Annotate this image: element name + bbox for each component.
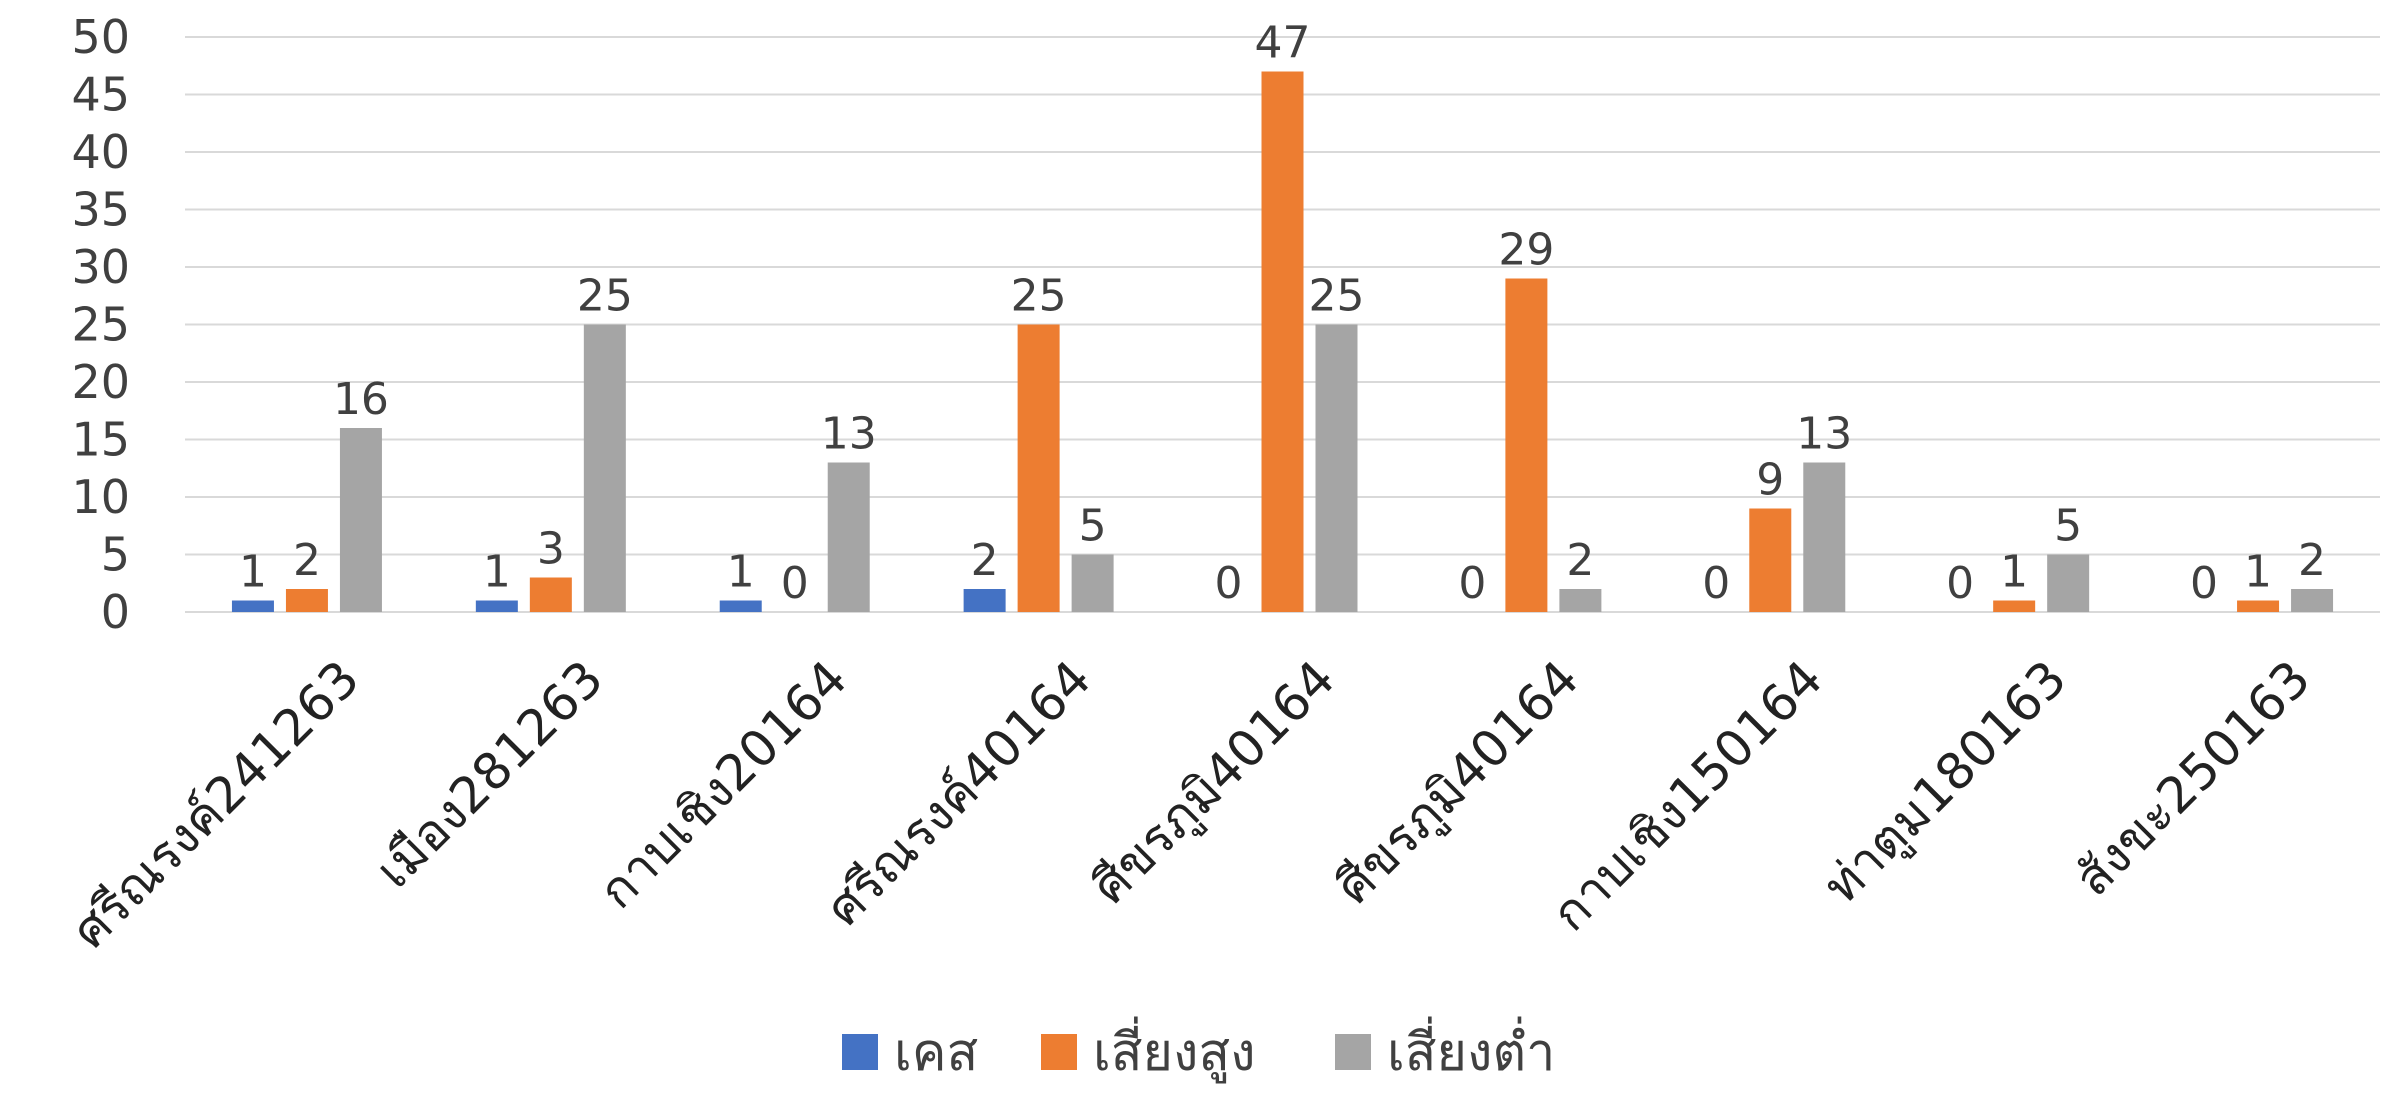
bar: [339, 428, 382, 612]
data-label: 1: [239, 547, 267, 598]
bar: [529, 577, 572, 612]
category-label: เมือง281263: [364, 649, 614, 899]
legend-swatch: [842, 1034, 878, 1070]
y-tick-label: 35: [71, 183, 130, 237]
data-label: 0: [1458, 558, 1486, 609]
bar: [1261, 71, 1304, 612]
legend-swatch: [1041, 1034, 1077, 1070]
category-label: ศรีณรงค์40164: [814, 649, 1102, 937]
data-label: 5: [2054, 501, 2082, 552]
y-tick-label: 25: [71, 298, 130, 352]
y-tick-label: 0: [101, 585, 130, 639]
category-label: กาบเชิง20164: [588, 649, 859, 920]
data-label: 25: [577, 271, 633, 322]
data-label: 1: [483, 547, 511, 598]
bar: [583, 324, 626, 612]
data-label: 0: [1702, 558, 1730, 609]
bar: [1993, 600, 2036, 612]
data-label: 47: [1255, 18, 1311, 69]
data-label: 0: [1946, 558, 1974, 609]
bar: [1505, 278, 1548, 612]
y-tick-label: 45: [71, 68, 130, 122]
y-tick-label: 30: [71, 240, 130, 294]
data-label: 1: [2244, 547, 2272, 598]
legend-label: เสี่ยงสูง: [1093, 1016, 1256, 1084]
category-label: ศีขรภูมิ40164: [1324, 649, 1590, 915]
legend-swatch: [1335, 1034, 1371, 1070]
bar: [827, 462, 870, 612]
bar: [1017, 324, 1060, 612]
category-label: สังขะ250163: [2064, 649, 2322, 907]
bar: [2237, 600, 2280, 612]
bar: [475, 600, 518, 612]
legend-label: เสี่ยงต่ำ: [1387, 1016, 1555, 1083]
data-label: 2: [2298, 535, 2326, 586]
bar: [285, 589, 328, 612]
data-label: 13: [821, 409, 877, 460]
data-label: 1: [727, 547, 755, 598]
category-label: ศีขรภูมิ40164: [1080, 649, 1346, 915]
y-tick-label: 50: [71, 10, 130, 64]
bar: [1071, 554, 1114, 612]
category-label: ท่าตูม180163: [1812, 649, 2078, 915]
y-tick-label: 5: [101, 528, 130, 582]
y-tick-label: 40: [71, 125, 130, 179]
y-tick-label: 20: [71, 355, 130, 409]
bars: [231, 71, 2334, 612]
data-label: 2: [1566, 535, 1594, 586]
data-label: 0: [781, 558, 809, 609]
bar: [1803, 462, 1846, 612]
bar: [2291, 589, 2334, 612]
legend: เคส เสี่ยงสูง เสี่ยงต่ำ: [842, 1016, 1555, 1084]
data-label: 3: [537, 524, 565, 575]
bar: [1559, 589, 1602, 612]
data-label: 2: [293, 535, 321, 586]
data-label: 9: [1756, 455, 1784, 506]
category-label: ศรีณรงค์241263: [60, 649, 370, 959]
y-tick-label: 15: [71, 413, 130, 467]
bar: [963, 589, 1006, 612]
data-label: 13: [1796, 409, 1852, 460]
data-label: 5: [1079, 501, 1107, 552]
x-axis-categories: ศรีณรงค์241263เมือง281263กาบเชิง20164ศรี…: [60, 649, 2321, 959]
data-label: 0: [1215, 558, 1243, 609]
data-label: 29: [1498, 225, 1554, 276]
bar: [231, 600, 274, 612]
data-label: 25: [1309, 271, 1365, 322]
data-label: 25: [1011, 271, 1067, 322]
data-label: 2: [971, 535, 999, 586]
data-label: 0: [2190, 558, 2218, 609]
bar: [1749, 508, 1792, 612]
legend-label: เคส: [894, 1023, 978, 1083]
data-label: 1: [2000, 547, 2028, 598]
bar: [2047, 554, 2090, 612]
bar: [1315, 324, 1358, 612]
data-label: 16: [333, 374, 389, 425]
bar: [719, 600, 762, 612]
y-tick-label: 10: [71, 470, 130, 524]
